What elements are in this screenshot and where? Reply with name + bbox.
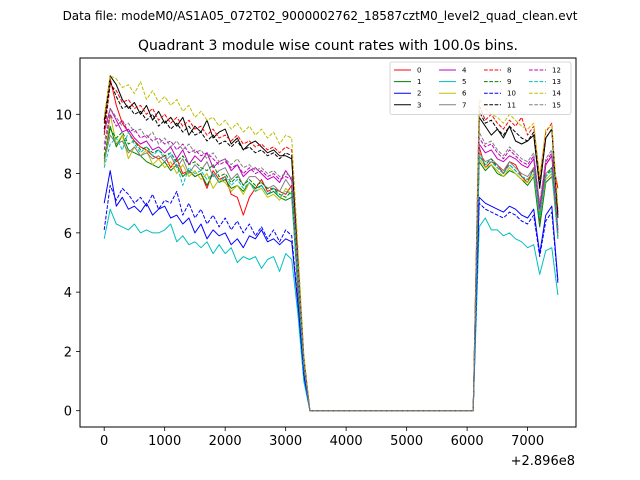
series-line-14 xyxy=(103,75,559,412)
x-tick-label: 5000 xyxy=(390,434,423,449)
series-line-12 xyxy=(103,113,559,412)
y-tick-label: 0 xyxy=(64,405,72,420)
legend-label-10: 10 xyxy=(507,90,516,98)
series-line-13 xyxy=(103,131,559,412)
legend-label-9: 9 xyxy=(507,78,511,86)
series-line-7 xyxy=(103,134,559,412)
figure-suptitle: Data file: modeM0/AS1A05_072T02_90000027… xyxy=(63,9,578,23)
series-line-4 xyxy=(103,107,559,412)
x-tick-label: 3000 xyxy=(269,434,302,449)
series-line-1 xyxy=(103,125,559,412)
x-tick-label: 0 xyxy=(100,434,108,449)
series-line-5 xyxy=(103,208,559,412)
y-tick-label: 8 xyxy=(64,168,72,183)
legend-label-0: 0 xyxy=(417,67,421,75)
y-tick-label: 6 xyxy=(64,227,72,242)
series-line-2 xyxy=(103,170,559,412)
x-tick-label: 4000 xyxy=(330,434,363,449)
x-tick-label: 7000 xyxy=(511,434,544,449)
x-tick-label: 6000 xyxy=(451,434,484,449)
x-tick-label: 2000 xyxy=(209,434,242,449)
legend-frame xyxy=(389,61,572,115)
legend-label-1: 1 xyxy=(417,78,421,86)
legend-label-4: 4 xyxy=(462,67,467,75)
legend-label-7: 7 xyxy=(462,101,466,109)
axes-frame xyxy=(79,57,577,428)
y-tick-label: 2 xyxy=(64,345,72,360)
legend-label-12: 12 xyxy=(552,67,561,75)
y-tick-label: 4 xyxy=(64,286,72,301)
chart-title: Quadrant 3 module wise count rates with … xyxy=(138,38,518,54)
legend-label-11: 11 xyxy=(507,101,516,109)
series-line-11 xyxy=(103,81,559,412)
x-offset-label: +2.896e8 xyxy=(511,454,575,469)
legend-label-3: 3 xyxy=(417,101,421,109)
legend-label-13: 13 xyxy=(552,78,561,86)
x-tick-label: 1000 xyxy=(148,434,181,449)
legend-label-15: 15 xyxy=(552,101,561,109)
legend-label-2: 2 xyxy=(417,90,421,98)
series-line-15 xyxy=(103,107,559,412)
y-tick-label: 10 xyxy=(55,108,72,123)
legend-label-8: 8 xyxy=(507,67,511,75)
legend-label-5: 5 xyxy=(462,78,466,86)
legend-label-6: 6 xyxy=(462,90,467,98)
series-line-8 xyxy=(103,84,559,412)
legend-label-14: 14 xyxy=(552,90,561,98)
plot-area: 0 1000 2000 3000 4000 5000 6000 7000 0 2 4 6 8 10 xyxy=(55,75,559,449)
